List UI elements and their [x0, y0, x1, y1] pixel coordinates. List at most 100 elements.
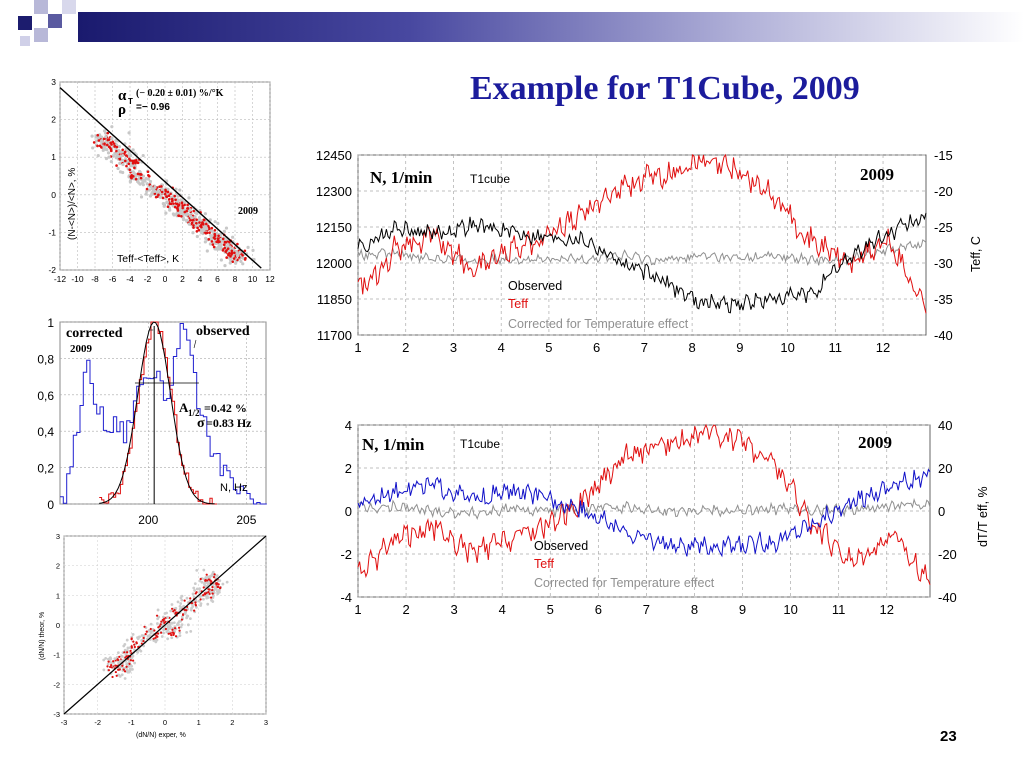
- data-point: [194, 592, 197, 595]
- data-point: [114, 670, 117, 674]
- background-point: [224, 226, 229, 230]
- data-point: [176, 204, 180, 208]
- data-point: [243, 249, 247, 253]
- data-point: [185, 209, 189, 213]
- right-tick-label: -20: [938, 547, 957, 562]
- data-point: [160, 190, 164, 194]
- background-point: [178, 604, 182, 608]
- background-point: [120, 150, 124, 154]
- page-number: 23: [940, 728, 957, 745]
- x-tick-label: 6: [593, 340, 600, 355]
- legend-observed: Observed: [534, 539, 588, 553]
- background-point: [202, 597, 205, 601]
- y-tick-label: 3: [56, 532, 60, 541]
- x-tick-label: 12: [876, 340, 890, 355]
- data-point: [165, 195, 169, 199]
- data-point: [168, 202, 172, 205]
- x-tick-label: 7: [643, 602, 650, 617]
- background-point: [189, 629, 193, 633]
- data-point: [111, 140, 115, 144]
- data-point: [174, 198, 177, 202]
- background-point: [175, 212, 179, 216]
- x-tick-label: 200: [138, 513, 158, 527]
- background-point: [217, 588, 221, 592]
- background-point: [90, 134, 94, 138]
- x-tick-label: -2: [94, 718, 101, 727]
- background-point: [222, 229, 226, 233]
- background-point: [192, 586, 196, 590]
- background-point: [188, 617, 192, 621]
- background-point: [146, 177, 150, 181]
- data-point: [180, 215, 183, 218]
- header-square-dark: [18, 16, 32, 30]
- data-point: [122, 668, 125, 671]
- background-point: [102, 668, 106, 672]
- left-tick-label: -2: [340, 547, 352, 562]
- background-point: [113, 657, 117, 661]
- background-point: [200, 580, 204, 584]
- left-tick-label: 12300: [316, 184, 352, 199]
- background-point: [191, 592, 195, 596]
- station-label: T1cube: [460, 437, 500, 451]
- y-tick-label: -1: [53, 651, 60, 660]
- background-point: [215, 574, 219, 578]
- background-point: [216, 590, 219, 594]
- background-point: [117, 145, 122, 149]
- background-point: [116, 166, 120, 171]
- data-point: [167, 632, 170, 635]
- x-tick-label: 2: [230, 718, 234, 727]
- background-point: [127, 131, 131, 135]
- x-tick-label: 0: [163, 718, 167, 727]
- data-point: [136, 172, 140, 176]
- background-point: [238, 250, 242, 254]
- data-point: [146, 170, 150, 174]
- data-point: [207, 590, 210, 594]
- data-point: [128, 157, 131, 161]
- data-point: [177, 626, 181, 629]
- data-point: [106, 665, 109, 668]
- y-tick-label: 0: [51, 190, 56, 200]
- background-point: [147, 634, 151, 638]
- background-point: [104, 657, 108, 660]
- data-point: [96, 144, 99, 148]
- data-point: [173, 205, 177, 209]
- background-point: [139, 195, 144, 199]
- background-point: [193, 215, 197, 219]
- data-point: [110, 666, 113, 669]
- background-point: [117, 148, 121, 153]
- gaussian-fit: [99, 321, 215, 505]
- y-axis-label: (dN/N) theor, %: [39, 612, 46, 660]
- x-tick-label: -3: [61, 718, 68, 727]
- data-point: [171, 607, 174, 610]
- data-point: [133, 643, 136, 646]
- data-point: [124, 154, 128, 157]
- background-point: [171, 212, 175, 216]
- data-point: [163, 621, 166, 625]
- data-point: [111, 675, 114, 679]
- background-point: [130, 164, 134, 168]
- background-point: [178, 631, 182, 635]
- background-point: [241, 262, 245, 266]
- x-tick-label: 10: [248, 274, 258, 284]
- data-point: [163, 192, 167, 196]
- data-point: [194, 601, 197, 604]
- right-tick-label: -35: [934, 292, 953, 307]
- plot-area: [59, 321, 267, 505]
- left-tick-label: 4: [345, 418, 352, 433]
- data-point: [225, 256, 228, 259]
- data-point: [142, 640, 145, 643]
- background-point: [198, 579, 202, 583]
- data-point: [153, 629, 156, 632]
- data-point: [157, 626, 160, 629]
- background-point: [141, 153, 145, 158]
- background-point: [199, 602, 203, 606]
- a-symbol: A: [179, 400, 189, 415]
- background-point: [125, 638, 129, 642]
- background-point: [198, 590, 202, 593]
- y-tick-label: -1: [48, 227, 56, 237]
- y-tick-label: 0,6: [37, 389, 54, 403]
- x-tick-label: 3: [264, 718, 268, 727]
- data-point: [208, 588, 211, 591]
- left-tick-label: 12000: [316, 256, 352, 271]
